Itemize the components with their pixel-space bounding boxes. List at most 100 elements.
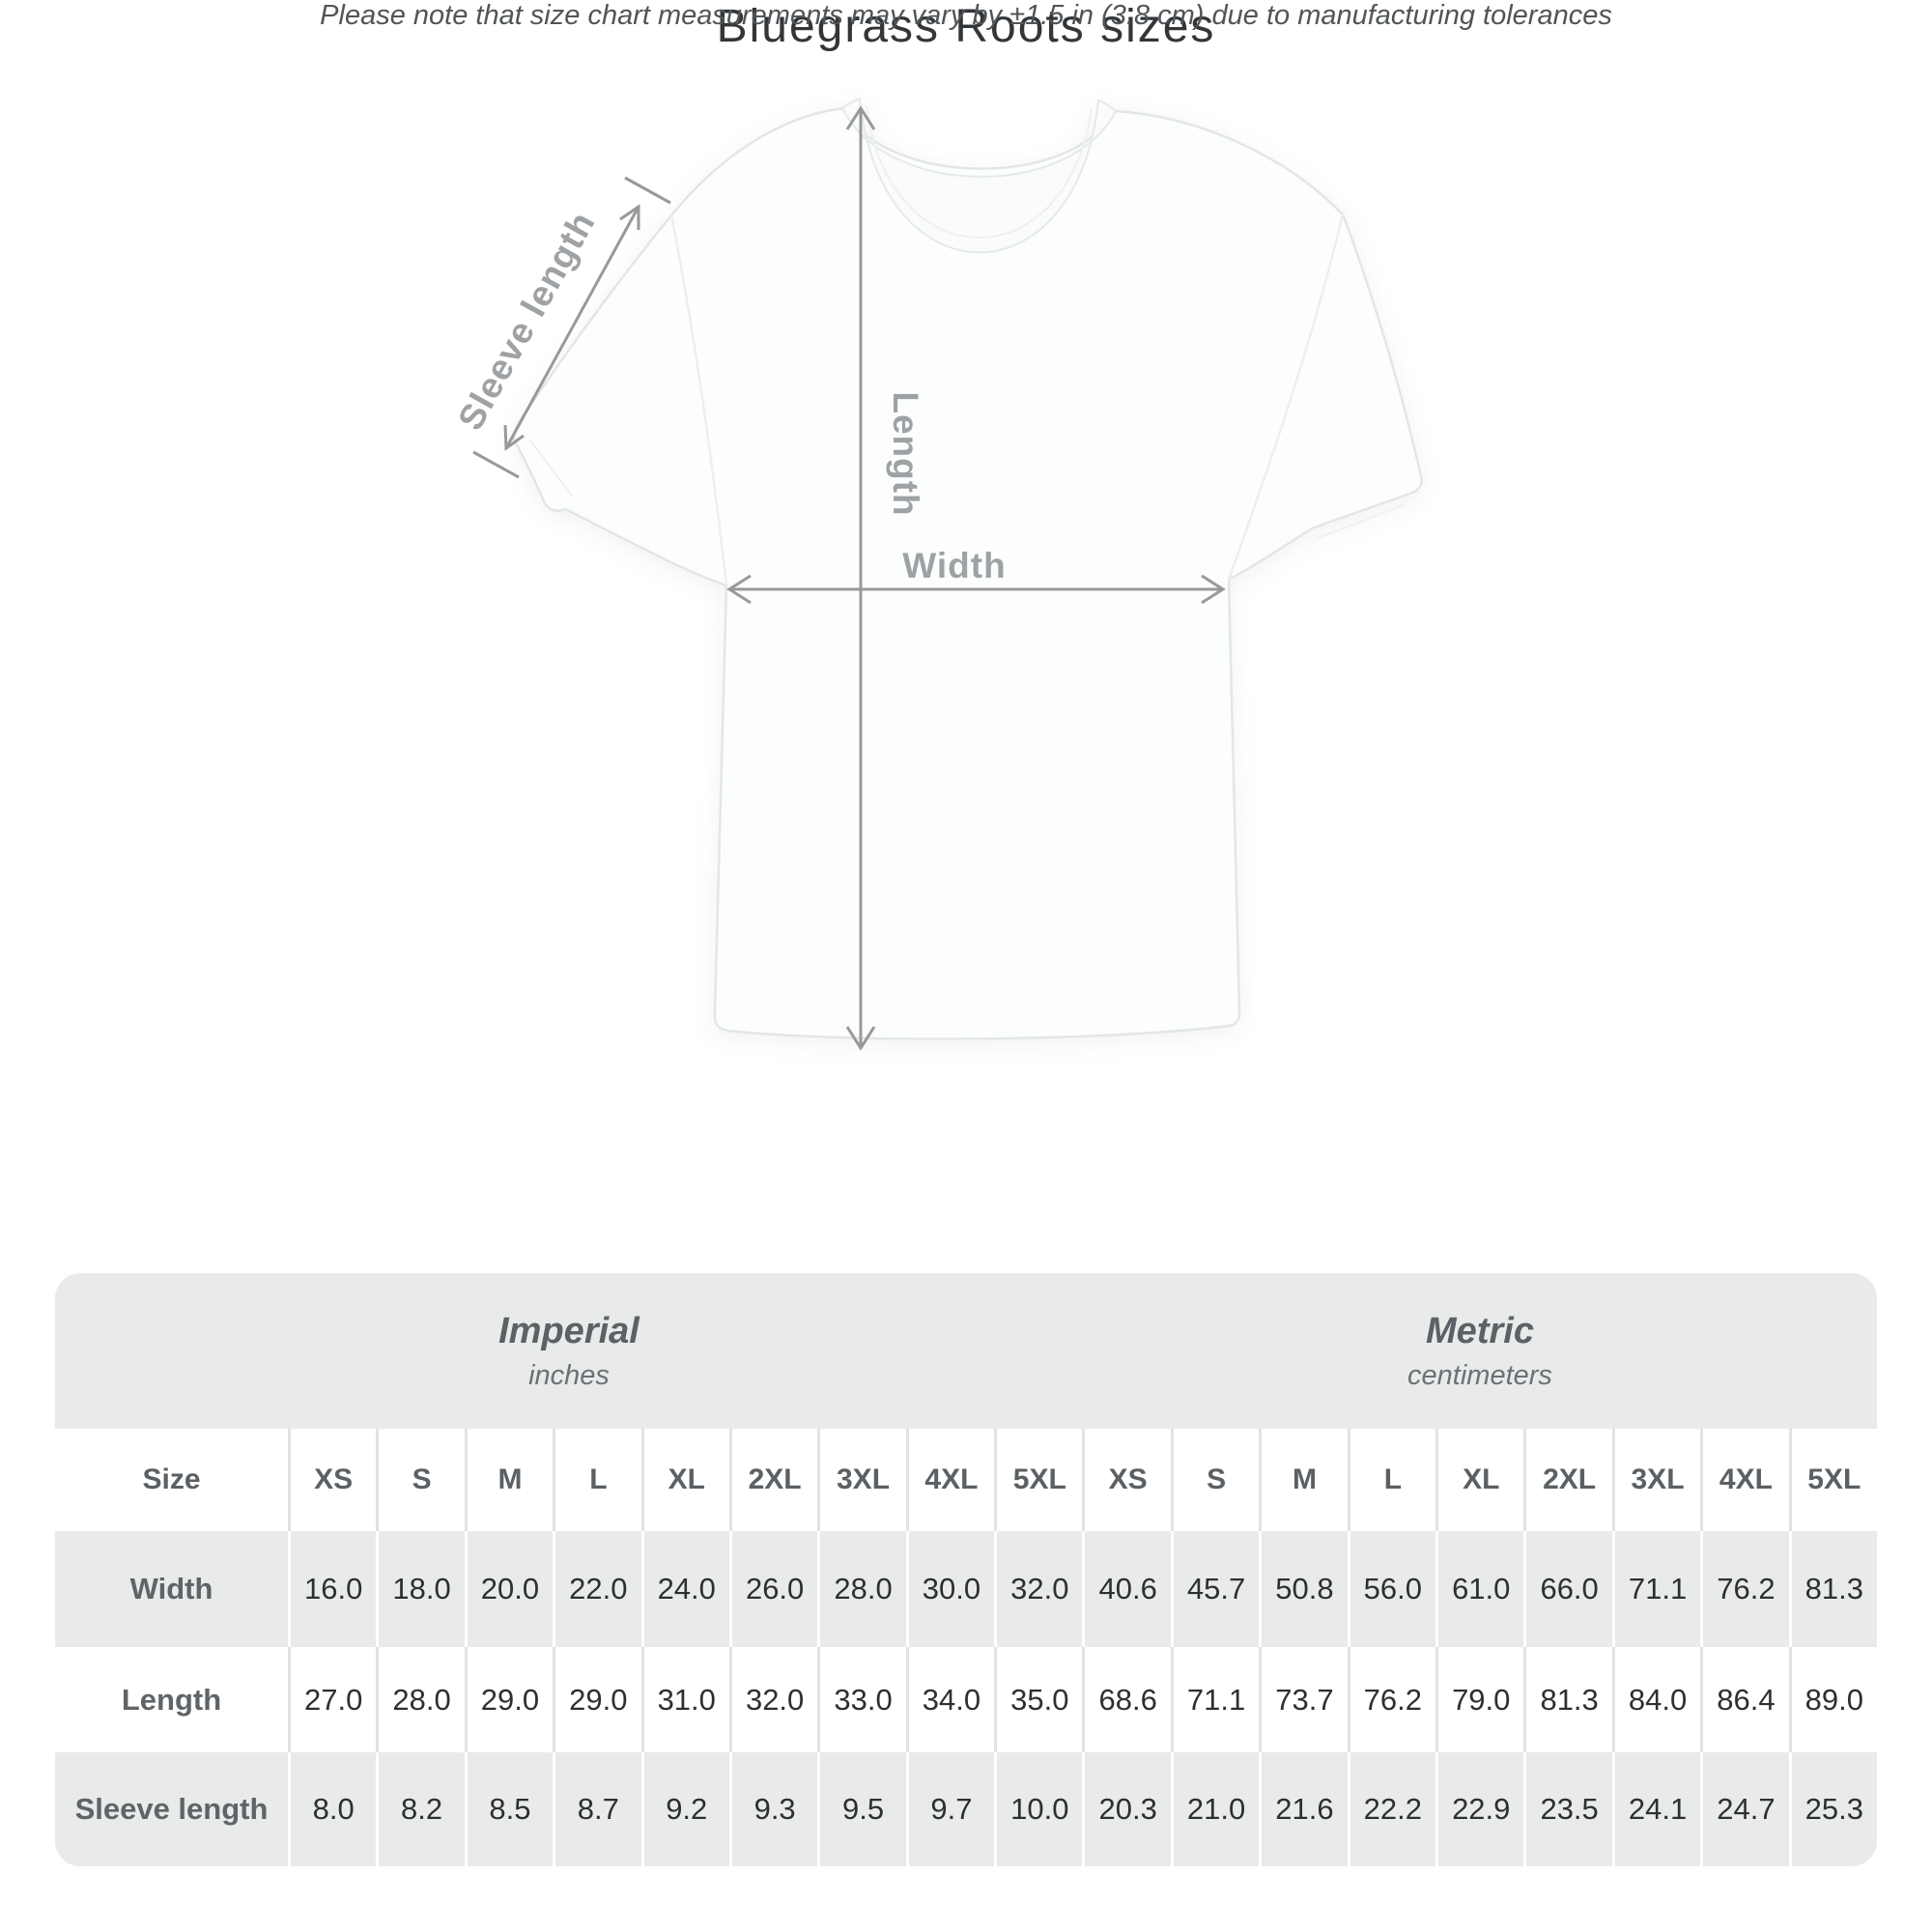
collar-stitch bbox=[866, 105, 1093, 239]
value-metric: 40.6 bbox=[1082, 1531, 1170, 1647]
size-header-row: Size XS S M L XL 2XL 3XL 4XL 5XL XS S M L XL 2XL 3XL 4XL 5… bbox=[55, 1429, 1877, 1531]
value-metric: 22.2 bbox=[1347, 1752, 1435, 1866]
size-col-imperial-3xl: 3XL bbox=[817, 1429, 905, 1531]
size-col-metric-2xl: 2XL bbox=[1523, 1429, 1611, 1531]
value-imperial: 9.5 bbox=[817, 1752, 905, 1866]
value-imperial: 34.0 bbox=[905, 1647, 994, 1752]
value-imperial: 9.2 bbox=[640, 1752, 729, 1866]
value-metric: 79.0 bbox=[1435, 1647, 1523, 1752]
value-imperial: 33.0 bbox=[817, 1647, 905, 1752]
value-imperial: 28.0 bbox=[817, 1531, 905, 1647]
size-col-metric-3xl: 3XL bbox=[1611, 1429, 1700, 1531]
value-imperial: 30.0 bbox=[905, 1531, 994, 1647]
right-cuff-stitch bbox=[1315, 503, 1406, 540]
size-col-metric-xl: XL bbox=[1435, 1429, 1523, 1531]
size-col-imperial-l: L bbox=[553, 1429, 640, 1531]
value-metric: 24.7 bbox=[1700, 1752, 1788, 1866]
value-metric: 89.0 bbox=[1788, 1647, 1877, 1752]
width-arrow bbox=[726, 574, 1226, 605]
value-metric: 24.1 bbox=[1611, 1752, 1700, 1866]
measurement-annotations bbox=[472, 105, 1226, 1051]
value-metric: 25.3 bbox=[1788, 1752, 1877, 1866]
left-cuff-stitch bbox=[528, 439, 573, 497]
value-imperial: 22.0 bbox=[553, 1531, 640, 1647]
size-col-imperial-s: S bbox=[376, 1429, 464, 1531]
value-metric: 22.9 bbox=[1435, 1752, 1523, 1866]
size-col-imperial-xs: XS bbox=[288, 1429, 376, 1531]
value-imperial: 32.0 bbox=[994, 1531, 1082, 1647]
imperial-label: Imperial bbox=[498, 1310, 639, 1351]
value-metric: 71.1 bbox=[1611, 1531, 1700, 1647]
value-imperial: 8.2 bbox=[376, 1752, 464, 1866]
value-imperial: 31.0 bbox=[640, 1647, 729, 1752]
value-metric: 61.0 bbox=[1435, 1531, 1523, 1647]
value-imperial: 26.0 bbox=[728, 1531, 817, 1647]
value-metric: 56.0 bbox=[1347, 1531, 1435, 1647]
metric-unit-label: centimeters bbox=[1407, 1359, 1552, 1391]
size-col-metric-4xl: 4XL bbox=[1700, 1429, 1788, 1531]
value-imperial: 29.0 bbox=[464, 1647, 553, 1752]
value-metric: 45.7 bbox=[1170, 1531, 1259, 1647]
value-imperial: 32.0 bbox=[728, 1647, 817, 1752]
value-metric: 86.4 bbox=[1700, 1647, 1788, 1752]
value-metric: 84.0 bbox=[1611, 1647, 1700, 1752]
value-metric: 20.3 bbox=[1082, 1752, 1170, 1866]
size-header: Size bbox=[142, 1463, 201, 1495]
value-imperial: 20.0 bbox=[464, 1531, 553, 1647]
right-armhole-seam bbox=[1227, 213, 1345, 581]
value-metric: 81.3 bbox=[1788, 1531, 1877, 1647]
size-col-metric-s: S bbox=[1170, 1429, 1259, 1531]
value-metric: 21.0 bbox=[1170, 1752, 1259, 1866]
value-imperial: 8.0 bbox=[288, 1752, 376, 1866]
tolerance-note: Please note that size chart measurements… bbox=[320, 0, 1612, 31]
imperial-unit-label: inches bbox=[528, 1359, 610, 1391]
size-col-metric-5xl: 5XL bbox=[1788, 1429, 1877, 1531]
value-metric: 50.8 bbox=[1259, 1531, 1347, 1647]
value-metric: 76.2 bbox=[1700, 1531, 1788, 1647]
value-metric: 66.0 bbox=[1523, 1531, 1611, 1647]
value-imperial: 24.0 bbox=[640, 1531, 729, 1647]
value-imperial: 9.7 bbox=[905, 1752, 994, 1866]
value-metric: 76.2 bbox=[1347, 1647, 1435, 1752]
value-imperial: 28.0 bbox=[376, 1647, 464, 1752]
value-imperial: 18.0 bbox=[376, 1531, 464, 1647]
unit-header-band: Imperial inches Metric centimeters bbox=[55, 1273, 1877, 1429]
width-label: Width bbox=[902, 546, 1006, 585]
metric-group-header: Metric centimeters bbox=[1083, 1273, 1877, 1429]
tshirt-illustration bbox=[512, 97, 1423, 1040]
value-imperial: 8.5 bbox=[464, 1752, 553, 1866]
value-imperial: 16.0 bbox=[288, 1531, 376, 1647]
measurement-row-length: Length 27.0 28.0 29.0 29.0 31.0 32.0 33.0 34.0 35… bbox=[55, 1647, 1877, 1752]
value-metric: 21.6 bbox=[1259, 1752, 1347, 1866]
value-metric: 81.3 bbox=[1523, 1647, 1611, 1752]
value-imperial: 8.7 bbox=[553, 1752, 640, 1866]
row-label: Sleeve length bbox=[74, 1792, 269, 1826]
size-grid: Size XS S M L XL 2XL 3XL 4XL 5XL XS S M L XL 2XL 3XL 4XL 5… bbox=[55, 1429, 1877, 1866]
size-col-metric-l: L bbox=[1347, 1429, 1435, 1531]
size-col-imperial-4xl: 4XL bbox=[905, 1429, 994, 1531]
value-metric: 73.7 bbox=[1259, 1647, 1347, 1752]
left-armhole-seam bbox=[669, 214, 728, 586]
page-title: Bluegrass Roots sizes bbox=[716, 1, 1216, 52]
size-col-imperial-m: M bbox=[464, 1429, 553, 1531]
size-col-metric-xs: XS bbox=[1082, 1429, 1170, 1531]
row-label: Width bbox=[129, 1572, 213, 1605]
value-metric: 71.1 bbox=[1170, 1647, 1259, 1752]
size-col-imperial-5xl: 5XL bbox=[994, 1429, 1082, 1531]
value-metric: 68.6 bbox=[1082, 1647, 1170, 1752]
row-label: Length bbox=[121, 1682, 222, 1717]
size-chart-table: Imperial inches Metric centimeters Size X… bbox=[55, 1273, 1877, 1866]
size-col-imperial-xl: XL bbox=[640, 1429, 729, 1531]
value-imperial: 27.0 bbox=[288, 1647, 376, 1752]
tshirt-measurement-diagram: Length Width Sleeve length bbox=[450, 97, 1423, 1051]
metric-label: Metric bbox=[1426, 1310, 1534, 1351]
value-imperial: 35.0 bbox=[994, 1647, 1082, 1752]
value-imperial: 29.0 bbox=[553, 1647, 640, 1752]
measurement-row-width: Width 16.0 18.0 20.0 22.0 24.0 26.0 28.0 30.0 32.… bbox=[55, 1531, 1877, 1647]
size-col-imperial-2xl: 2XL bbox=[728, 1429, 817, 1531]
size-col-metric-m: M bbox=[1259, 1429, 1347, 1531]
value-imperial: 10.0 bbox=[994, 1752, 1082, 1866]
value-metric: 23.5 bbox=[1523, 1752, 1611, 1866]
length-arrow bbox=[845, 105, 876, 1051]
